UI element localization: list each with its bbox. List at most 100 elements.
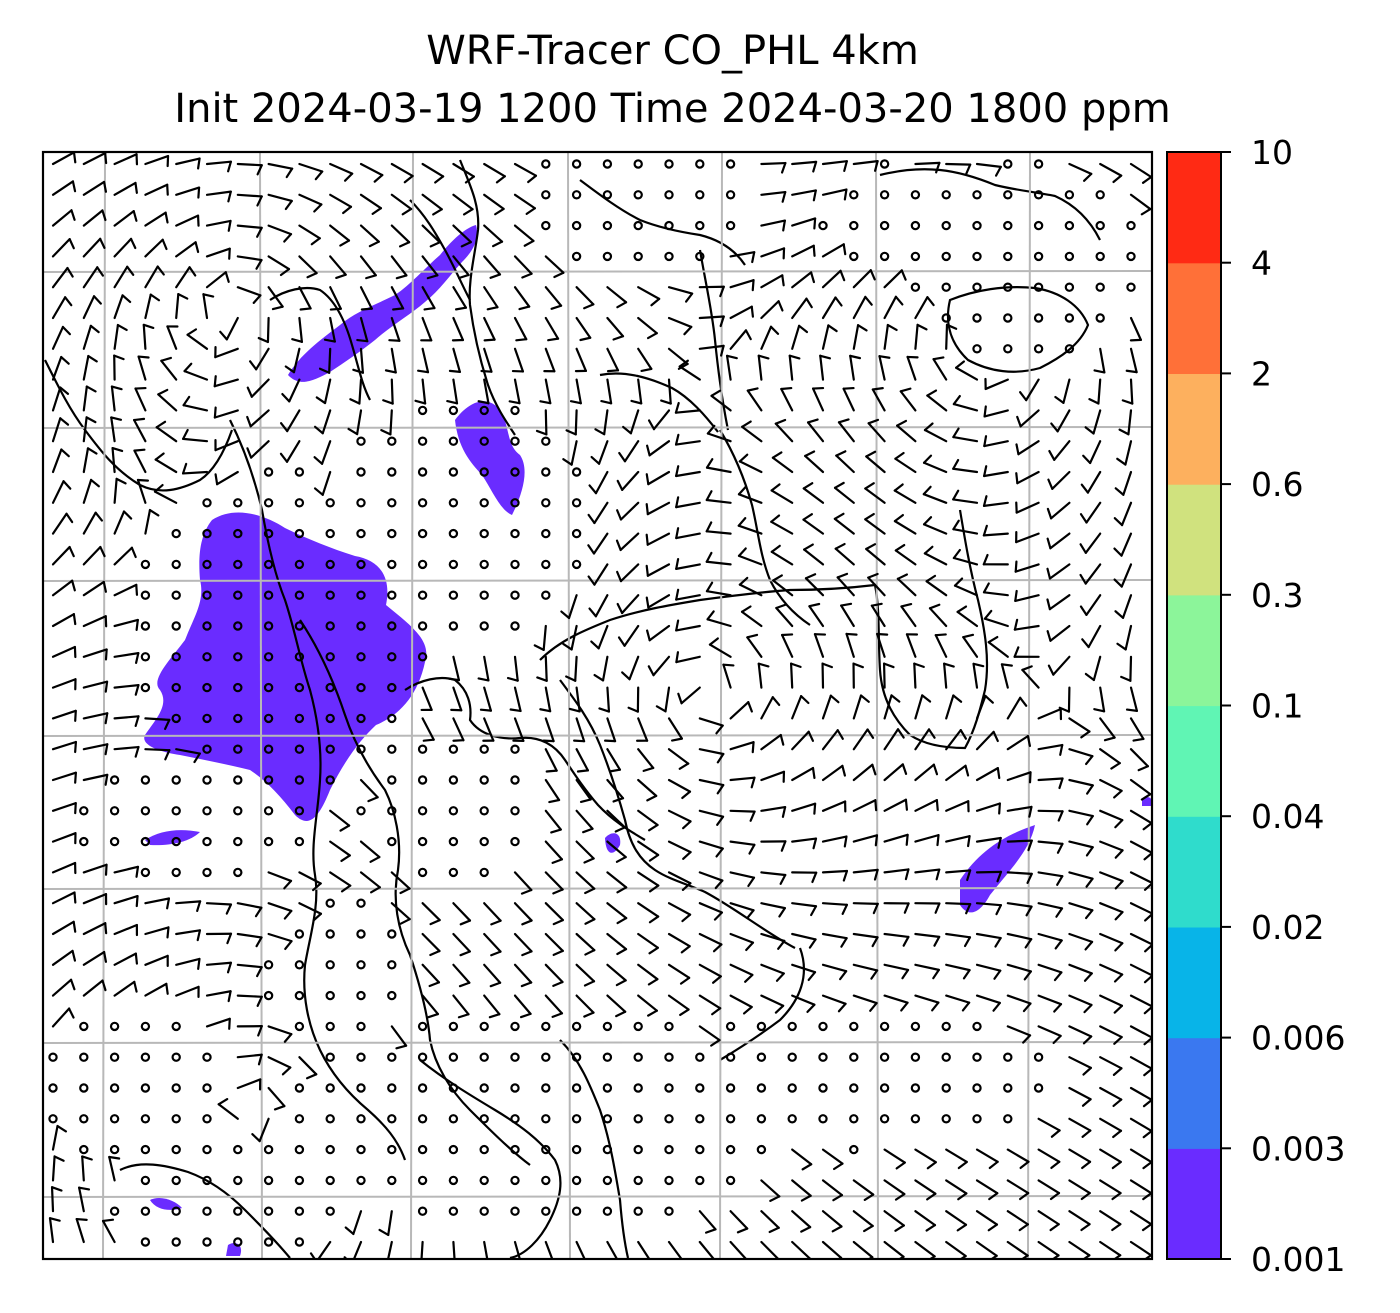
calm-wind-marker: [325, 1052, 335, 1062]
calm-wind-marker: [910, 1021, 921, 1032]
calm-wind-marker: [294, 1237, 305, 1247]
wind-barb: [51, 480, 72, 504]
wind-barb: [421, 717, 435, 742]
wind-barb: [175, 157, 201, 170]
wind-barb: [606, 840, 627, 863]
calm-wind-marker: [571, 1175, 582, 1186]
colorbar-tick-label: 0.04: [1251, 797, 1324, 836]
wind-barb: [480, 347, 493, 373]
wind-barb: [51, 832, 77, 845]
calm-wind-marker: [479, 1175, 489, 1186]
wind-barb: [452, 932, 471, 957]
colorbar-segment: [1167, 926, 1221, 1039]
calm-wind-marker: [510, 1175, 520, 1186]
calm-wind-marker: [972, 1021, 982, 1032]
wind-barb: [82, 922, 108, 936]
wind-barb: [157, 388, 178, 412]
wind-barb: [698, 748, 725, 764]
wind-barb: [298, 286, 312, 311]
gridline-meridian: [259, 152, 263, 1259]
wind-barb: [1019, 378, 1040, 402]
wind-barb: [983, 609, 1009, 628]
wind-barb: [78, 1186, 91, 1213]
calm-wind-marker: [818, 1052, 828, 1062]
wind-barb: [760, 805, 787, 818]
wind-barb: [667, 286, 694, 303]
wind-barb: [1129, 1148, 1152, 1170]
calm-wind-marker: [479, 528, 489, 539]
wind-barb: [542, 717, 555, 743]
wind-barb: [82, 648, 108, 661]
wind-barb: [1129, 778, 1152, 801]
wind-barb: [267, 902, 293, 920]
wind-barb: [852, 160, 879, 172]
wind-barb: [136, 478, 150, 504]
wind-barb: [298, 224, 321, 246]
calm-wind-marker: [510, 1021, 520, 1032]
wind-barb: [51, 740, 77, 754]
wind-barb: [606, 286, 628, 309]
calm-wind-marker: [448, 590, 459, 600]
wind-barb: [883, 902, 910, 914]
colorbar-segment: [1167, 816, 1221, 928]
wind-barb: [82, 979, 107, 997]
calm-wind-marker: [387, 806, 397, 816]
calm-wind-marker: [387, 621, 397, 631]
calm-wind-marker: [233, 528, 243, 539]
wind-barb: [1080, 470, 1102, 494]
wind-barb: [329, 871, 352, 893]
wind-barb: [1116, 440, 1133, 466]
wind-barb: [674, 433, 701, 446]
wind-barb: [101, 1218, 116, 1244]
wind-barb: [575, 778, 592, 804]
wind-barb: [771, 451, 794, 474]
wind-barb: [945, 323, 958, 350]
calm-wind-marker: [294, 990, 305, 1001]
calm-wind-marker: [602, 159, 613, 169]
wind-barb: [667, 840, 692, 860]
wind-barb: [82, 295, 102, 320]
calm-wind-marker: [171, 528, 181, 539]
wind-barb: [705, 551, 732, 566]
calm-wind-marker: [818, 220, 828, 231]
wind-barb: [544, 809, 562, 834]
wind-barb: [637, 778, 658, 802]
calm-wind-marker: [325, 744, 335, 754]
wind-barb: [513, 932, 533, 957]
wind-barb: [1079, 594, 1102, 616]
wind-barb: [760, 994, 785, 1014]
wind-barb: [616, 470, 640, 491]
coastline-delaware: [539, 509, 989, 750]
wind-barb: [678, 359, 701, 381]
wind-barb: [1037, 777, 1064, 790]
calm-wind-marker: [171, 806, 181, 816]
calm-wind-marker: [510, 559, 520, 570]
wind-barb: [645, 563, 671, 577]
wind-barb: [281, 378, 301, 403]
calm-wind-marker: [417, 867, 428, 878]
wind-barb: [975, 162, 1002, 177]
calm-wind-marker: [1003, 282, 1013, 292]
calm-wind-marker: [448, 867, 459, 878]
calm-wind-marker: [109, 775, 120, 785]
calm-wind-marker: [479, 1114, 489, 1124]
calm-wind-marker: [171, 1114, 181, 1124]
calm-wind-marker: [725, 1083, 736, 1093]
wind-barb: [705, 521, 732, 535]
wind-barb: [952, 458, 979, 474]
calm-wind-marker: [387, 1144, 397, 1155]
wind-barb: [575, 1240, 586, 1259]
wind-barb: [144, 238, 168, 258]
calm-wind-marker: [202, 744, 212, 754]
calm-wind-marker: [479, 590, 489, 600]
wind-barb: [113, 477, 127, 504]
wind-barb: [1046, 532, 1071, 550]
wind-barb: [914, 161, 941, 174]
wind-barb: [757, 662, 770, 689]
calm-wind-marker: [325, 775, 335, 785]
wind-barb: [347, 409, 363, 436]
wind-barb: [791, 160, 818, 173]
calm-wind-marker: [448, 405, 459, 416]
wind-barb: [975, 1179, 999, 1201]
wind-barb: [852, 295, 873, 320]
